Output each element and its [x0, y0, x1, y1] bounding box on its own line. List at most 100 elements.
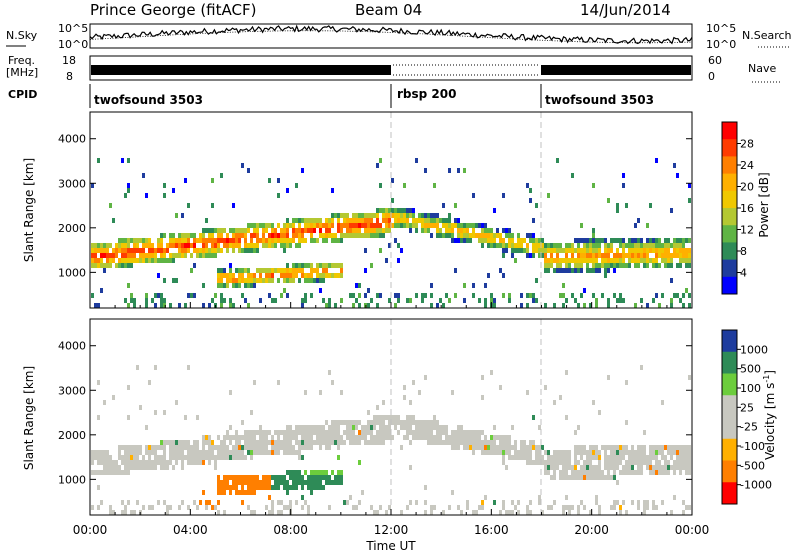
- velocity-cell: [346, 425, 349, 430]
- velocity-cell: [247, 450, 250, 455]
- power-cell: [640, 258, 643, 263]
- power-cell: [217, 273, 220, 278]
- velocity-cell: [442, 425, 445, 430]
- power-cell: [598, 253, 601, 258]
- power-cell: [547, 268, 550, 273]
- power-cell: [448, 168, 451, 173]
- power-cell: [100, 263, 103, 268]
- power-cell: [646, 243, 649, 248]
- velocity-cell: [568, 475, 571, 480]
- velocity-cell: [304, 435, 307, 440]
- velocity-cell: [226, 445, 229, 450]
- power-cell: [622, 253, 625, 258]
- velocity-cell: [622, 470, 625, 475]
- velocity-cell: [505, 435, 508, 440]
- power-cell: [340, 228, 343, 233]
- power-cell: [568, 263, 571, 268]
- velocity-cell: [682, 465, 685, 470]
- power-cell: [268, 273, 271, 278]
- power-cell: [643, 243, 646, 248]
- power-cell: [493, 238, 496, 243]
- power-cell: [388, 228, 391, 233]
- velocity-cell: [193, 455, 196, 460]
- velocity-cell: [196, 450, 199, 455]
- velocity-cell: [97, 450, 100, 455]
- velocity-cell: [256, 480, 259, 485]
- power-cell: [235, 238, 238, 243]
- power-cell: [496, 233, 499, 238]
- power-cell: [451, 223, 454, 228]
- power-cell: [232, 203, 235, 208]
- power-cell: [679, 248, 682, 253]
- colorbar-label: 12: [740, 224, 754, 237]
- velocity-cell: [286, 485, 289, 490]
- velocity-cell: [301, 430, 304, 435]
- velocity-cell: [250, 475, 253, 480]
- power-cell: [436, 213, 439, 218]
- velocity-cell: [187, 505, 190, 510]
- power-cell: [553, 248, 556, 253]
- colorbar-swatch: [722, 417, 737, 440]
- power-cell: [244, 278, 247, 283]
- power-cell: [247, 223, 250, 228]
- velocity-cell: [382, 440, 385, 445]
- power-cell: [244, 243, 247, 248]
- power-cell: [265, 228, 268, 233]
- power-cell: [619, 263, 622, 268]
- velocity-cell: [271, 450, 274, 455]
- power-cell: [439, 233, 442, 238]
- power-cell: [481, 223, 484, 228]
- power-cell: [328, 303, 331, 308]
- power-cell: [229, 303, 232, 308]
- power-cell: [124, 253, 127, 258]
- velocity-cell: [379, 420, 382, 425]
- power-cell: [679, 258, 682, 263]
- velocity-cell: [250, 410, 253, 415]
- velocity-cell: [223, 490, 226, 495]
- velocity-cell: [460, 510, 463, 515]
- power-cell: [121, 248, 124, 253]
- power-cell: [367, 213, 370, 218]
- velocity-cell: [616, 500, 619, 505]
- power-cell: [145, 303, 148, 308]
- velocity-cell: [223, 455, 226, 460]
- velocity-cell: [301, 485, 304, 490]
- power-cell: [229, 298, 232, 303]
- colorbar-label: 8: [740, 245, 747, 258]
- velocity-cell: [172, 440, 175, 445]
- power-cell: [175, 278, 178, 283]
- velocity-cell: [265, 505, 268, 510]
- colorbar-label: 100: [740, 382, 761, 395]
- velocity-cell: [352, 440, 355, 445]
- power-cell: [532, 298, 535, 303]
- velocity-cell: [442, 440, 445, 445]
- velocity-cell: [610, 505, 613, 510]
- power-cell: [154, 293, 157, 298]
- power-cell: [406, 223, 409, 228]
- velocity-cell: [262, 475, 265, 480]
- velocity-cell: [301, 480, 304, 485]
- power-cell: [160, 248, 163, 253]
- x-tick-label: 00:00: [73, 523, 108, 537]
- velocity-cell: [295, 470, 298, 475]
- power-cell: [214, 238, 217, 243]
- power-cell: [682, 293, 685, 298]
- power-cell: [172, 188, 175, 193]
- velocity-cell: [580, 450, 583, 455]
- velocity-cell: [286, 450, 289, 455]
- power-cell: [379, 248, 382, 253]
- velocity-cell: [616, 445, 619, 450]
- power-cell: [250, 283, 253, 288]
- velocity-cell: [175, 440, 178, 445]
- power-cell: [652, 258, 655, 263]
- colorbar-swatch: [722, 351, 737, 374]
- power-cell: [526, 253, 529, 258]
- power-cell: [232, 273, 235, 278]
- power-cell: [376, 228, 379, 233]
- power-cell: [298, 243, 301, 248]
- power-cell: [424, 213, 427, 218]
- velocity-cell: [403, 425, 406, 430]
- velocity-cell: [385, 510, 388, 515]
- power-cell: [529, 253, 532, 258]
- power-cell: [541, 248, 544, 253]
